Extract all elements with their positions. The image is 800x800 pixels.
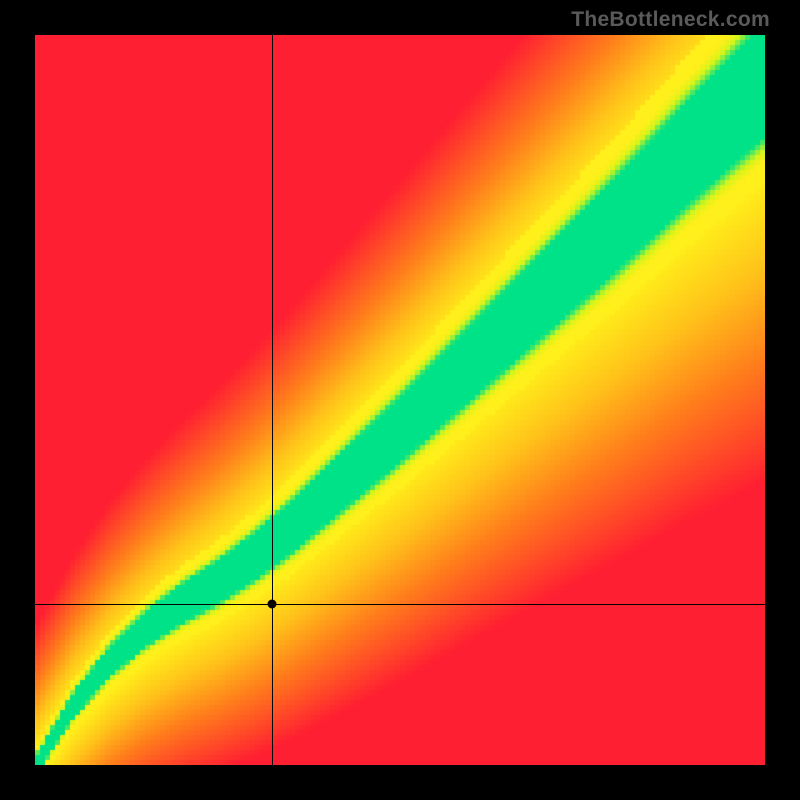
plot-area — [35, 35, 765, 765]
crosshair-point — [268, 600, 277, 609]
heatmap-canvas — [35, 35, 765, 765]
watermark-text: TheBottleneck.com — [571, 8, 770, 32]
crosshair-horizontal — [35, 604, 765, 605]
crosshair-vertical — [272, 35, 273, 765]
